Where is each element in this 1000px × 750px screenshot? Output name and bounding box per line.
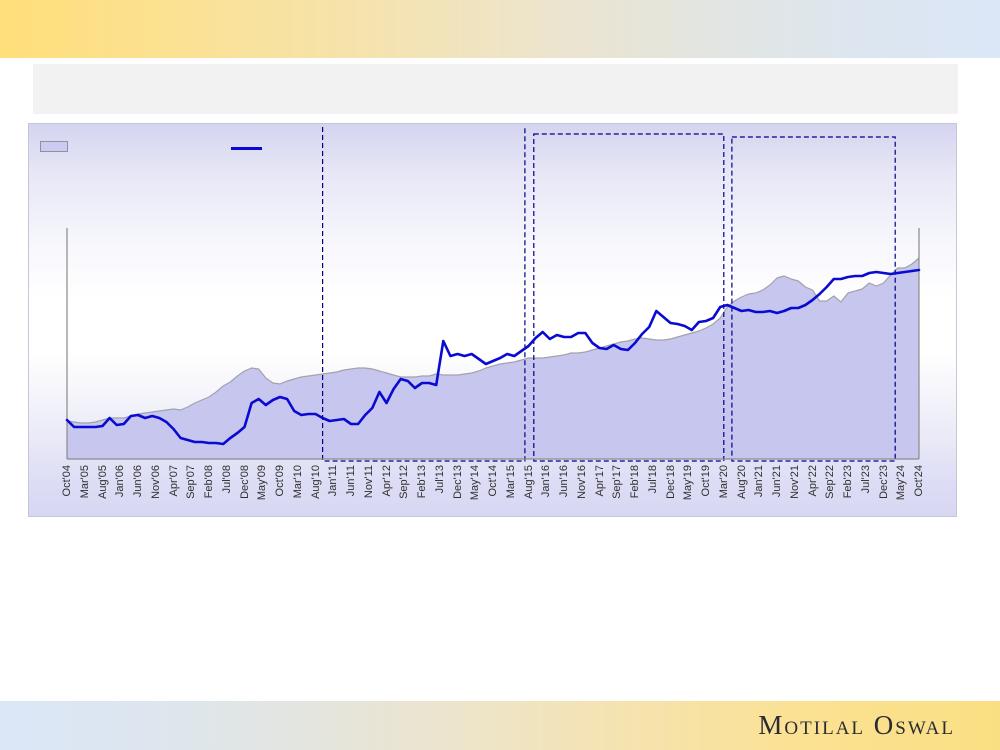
chart-panel: Oct'04 Mar'05 Aug'05 Jan'06 Jun'06 Nov'06 Apr'… xyxy=(28,123,957,517)
brand-logo-text: Motilal Oswal xyxy=(758,710,955,740)
title-placeholder xyxy=(33,64,958,114)
legend-area-swatch xyxy=(40,141,68,152)
footer-banner-gradient: Motilal Oswal xyxy=(0,701,1000,750)
chart-plot xyxy=(65,127,921,462)
legend-line-sample xyxy=(231,147,262,150)
top-banner-gradient xyxy=(0,0,1000,58)
